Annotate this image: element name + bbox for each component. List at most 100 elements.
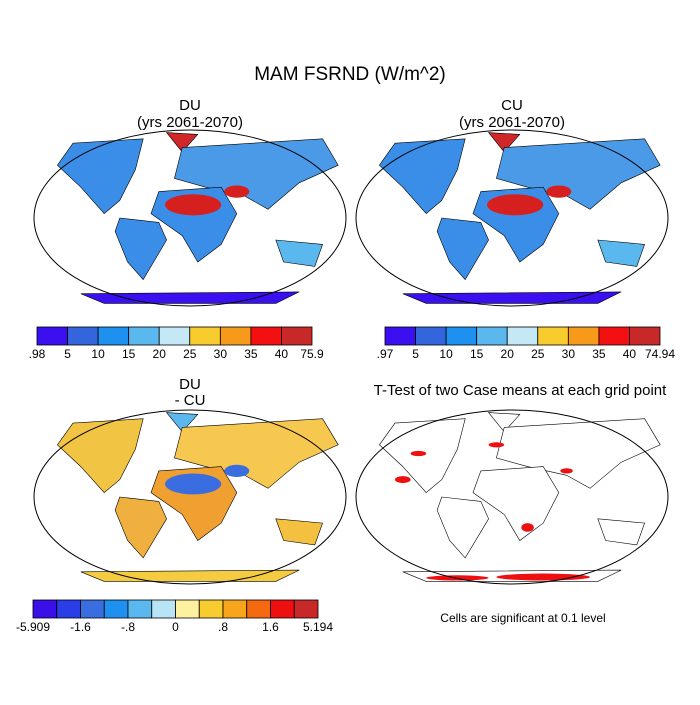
land xyxy=(174,418,339,489)
land xyxy=(165,132,199,153)
colorbar-box xyxy=(598,326,630,346)
colorbar-label: 40 xyxy=(275,347,289,361)
colorbar-box xyxy=(293,599,319,619)
region xyxy=(488,442,505,448)
land xyxy=(487,412,521,433)
colorbar-label: 5 xyxy=(64,347,71,361)
region xyxy=(165,473,222,495)
figure-title: MAM FSRND (W/m^2) xyxy=(254,64,446,85)
region xyxy=(426,575,489,581)
colorbar-box xyxy=(151,599,176,619)
colorbar-label: 40 xyxy=(623,347,637,361)
panel-subtitle: - CU xyxy=(175,392,206,409)
colorbar-box xyxy=(80,599,105,619)
colorbar-label: -5.909 xyxy=(16,620,50,634)
colorbar-label: .97 xyxy=(377,347,394,361)
colorbar-box xyxy=(158,326,191,346)
colorbar-box xyxy=(175,599,200,619)
colorbar-box xyxy=(222,599,248,619)
colorbar-label: -1.6 xyxy=(70,620,91,634)
colorbar-box xyxy=(567,326,600,346)
panel-subtitle: (yrs 2061-2070) xyxy=(459,114,565,131)
colorbar-label: 75.9 xyxy=(300,347,324,361)
land xyxy=(597,239,646,267)
colorbar-box xyxy=(415,326,447,346)
land xyxy=(275,518,324,546)
colorbar-label: -.8 xyxy=(121,620,135,634)
panel-title: CU xyxy=(501,97,523,114)
land xyxy=(436,217,489,281)
colorbar-box xyxy=(189,326,221,346)
colorbar-label: 35 xyxy=(592,347,606,361)
colorbar-label: 30 xyxy=(214,347,228,361)
colorbar-label: 15 xyxy=(470,347,484,361)
colorbar-box xyxy=(198,599,224,619)
region xyxy=(165,194,222,216)
land xyxy=(496,418,661,489)
region xyxy=(395,476,411,484)
map-outline xyxy=(33,409,347,585)
colorbar-box xyxy=(629,326,661,346)
region xyxy=(487,194,544,216)
land xyxy=(165,412,199,433)
note: Cells are significant at 0.1 level xyxy=(440,611,605,625)
colorbar-box xyxy=(246,599,271,619)
region xyxy=(560,468,573,474)
map-outline xyxy=(355,409,669,585)
colorbar-label: 5.194 xyxy=(303,620,333,634)
colorbar-label: 5 xyxy=(412,347,419,361)
colorbar-label: 25 xyxy=(531,347,545,361)
colorbar-box xyxy=(270,599,295,619)
region xyxy=(546,185,572,198)
land xyxy=(496,138,661,210)
map xyxy=(33,129,347,307)
panel-title: DU xyxy=(179,97,201,114)
map xyxy=(33,409,347,585)
colorbar-box xyxy=(445,326,478,346)
colorbar-label: 30 xyxy=(562,347,576,361)
colorbar-label: 20 xyxy=(501,347,515,361)
colorbar-label: 1.6 xyxy=(262,620,279,634)
land xyxy=(597,518,646,546)
colorbar-box xyxy=(219,326,252,346)
map xyxy=(355,409,669,585)
colorbar-label: .8 xyxy=(218,620,228,634)
colorbar-label: 0 xyxy=(172,620,179,634)
land xyxy=(487,132,521,153)
panel-title: T-Test of two Case means at each grid po… xyxy=(374,382,667,399)
colorbar-label: 10 xyxy=(439,347,453,361)
colorbar-box xyxy=(537,326,569,346)
colorbar-box xyxy=(67,326,99,346)
colorbar-box xyxy=(127,599,153,619)
colorbar-box xyxy=(56,599,81,619)
land xyxy=(174,138,339,210)
map-outline xyxy=(355,129,669,307)
panel-subtitle: (yrs 2061-2070) xyxy=(137,114,243,131)
colorbar-label: 10 xyxy=(91,347,105,361)
map xyxy=(355,129,669,307)
colorbar-label: 25 xyxy=(183,347,197,361)
colorbar-box xyxy=(36,326,68,346)
land xyxy=(472,466,560,541)
colorbar-label: .98 xyxy=(29,347,46,361)
colorbar-box xyxy=(476,326,508,346)
colorbar-label: 35 xyxy=(244,347,258,361)
land xyxy=(436,496,489,559)
colorbar-label: 74.94 xyxy=(645,347,675,361)
colorbar-box xyxy=(281,326,313,346)
colorbar-box xyxy=(128,326,160,346)
colorbar-box xyxy=(103,599,129,619)
region xyxy=(224,464,250,477)
land xyxy=(80,291,300,304)
colorbar-label: 15 xyxy=(122,347,136,361)
land xyxy=(402,291,622,304)
region xyxy=(521,523,534,532)
region xyxy=(224,185,250,198)
panel-title: DU xyxy=(179,376,201,393)
land xyxy=(114,217,167,281)
colorbar-box xyxy=(250,326,282,346)
colorbar-box xyxy=(32,599,58,619)
colorbar-label: 20 xyxy=(153,347,167,361)
region xyxy=(496,573,590,581)
land xyxy=(80,569,300,582)
